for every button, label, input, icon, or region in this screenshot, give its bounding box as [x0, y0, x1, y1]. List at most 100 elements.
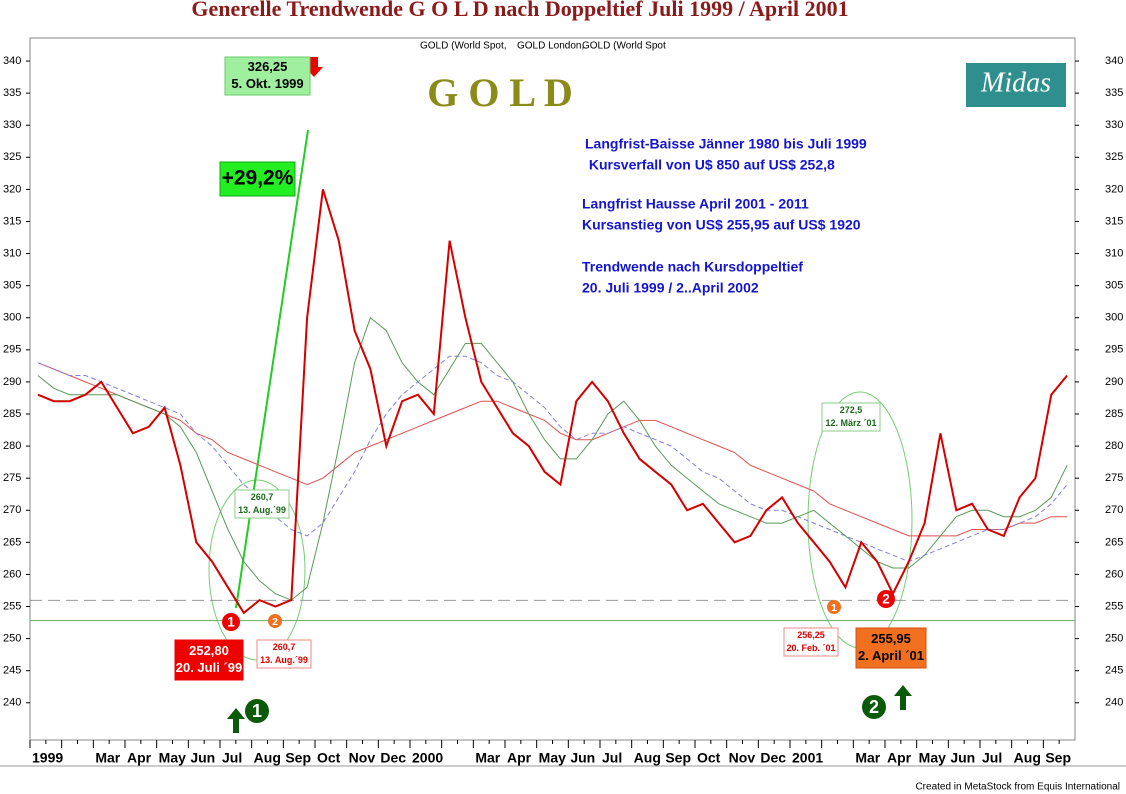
symbol: G O L D: [427, 70, 573, 115]
y-tick-label: 265: [1105, 536, 1123, 548]
x-tick-label: Apr: [507, 750, 532, 766]
annotation: 260,7: [251, 492, 274, 502]
y-tick-label: 295: [1105, 344, 1123, 356]
y-tick-label: 315: [3, 215, 21, 227]
marker-label: 2: [869, 697, 879, 717]
x-tick-label: Dec: [760, 750, 786, 766]
x-tick-label: May: [539, 750, 566, 766]
moving-average: [37, 316, 1068, 601]
y-tick-label: 245: [3, 665, 21, 677]
x-tick-label: 2001: [792, 750, 823, 766]
y-tick-label: 275: [3, 472, 21, 484]
x-tick-label: Jul: [982, 750, 1002, 766]
x-tick-label: Mar: [855, 750, 880, 766]
y-tick-label: 320: [1105, 183, 1123, 195]
marker: [245, 699, 269, 723]
y-tick-label: 340: [3, 55, 21, 67]
y-tick-label: 335: [3, 87, 21, 99]
x-tick-label: Aug: [1014, 750, 1041, 766]
annotation: 255,95: [871, 631, 911, 646]
x-tick-label: Jul: [602, 750, 622, 766]
x-tick-label: Mar: [95, 750, 120, 766]
annotation-box: [821, 402, 881, 432]
marker-label: 1: [831, 602, 837, 614]
annotation: Kursanstieg von US$ 255,95 auf US$ 1920: [582, 217, 861, 233]
x-tick-label: Mar: [475, 750, 500, 766]
y-tick-label: 285: [1105, 408, 1123, 420]
chart-title: Generelle Trendwende G O L D nach Doppel…: [191, 0, 848, 21]
x-tick-label: Nov: [349, 750, 376, 766]
annotation-box: [174, 639, 244, 681]
x-tick-label: Jun: [570, 750, 595, 766]
y-tick-label: 255: [1105, 600, 1123, 612]
annotation: 272,5: [840, 405, 863, 415]
annotation-box: [224, 56, 311, 96]
marker: [268, 614, 282, 628]
moving-average: [37, 355, 1068, 563]
y-tick-label: 330: [3, 119, 21, 131]
annotation-box: [256, 639, 312, 669]
x-tick-label: Sep: [285, 750, 311, 766]
x-tick-label: Apr: [887, 750, 912, 766]
annotation: 12. März ´01: [825, 418, 876, 428]
x-tick-label: May: [919, 750, 946, 766]
y-tick-label: 335: [1105, 87, 1123, 99]
x-tick-label: Aug: [634, 750, 661, 766]
y-tick-label: 280: [1105, 440, 1123, 452]
annotation: 252,80: [189, 643, 229, 658]
y-tick-label: 305: [1105, 280, 1123, 292]
y-tick-label: 290: [3, 376, 21, 388]
x-tick-label: Apr: [127, 750, 152, 766]
y-tick-label: 250: [1105, 633, 1123, 645]
y-tick-label: 305: [3, 280, 21, 292]
annotation: 13. Aug.´99: [260, 655, 308, 665]
y-tick-label: 240: [1105, 697, 1123, 709]
marker: [877, 590, 895, 608]
x-tick-label: Sep: [1045, 750, 1071, 766]
marker: [862, 695, 886, 719]
x-tick-label: Dec: [380, 750, 406, 766]
x-tick-label: May: [159, 750, 186, 766]
y-tick-label: 295: [3, 344, 21, 356]
y-tick-label: 285: [3, 408, 21, 420]
y-tick-label: 245: [1105, 665, 1123, 677]
annotation: 326,25: [248, 59, 288, 74]
annotation-box: [219, 161, 296, 197]
y-tick-label: 255: [3, 600, 21, 612]
moving-average: [37, 362, 1068, 537]
annotation: 256,25: [797, 630, 825, 640]
x-tick-label: Sep: [665, 750, 691, 766]
x-tick-label: Jun: [950, 750, 975, 766]
arrow-up: [227, 708, 245, 733]
arrow-up: [894, 685, 912, 710]
y-tick-label: 315: [1105, 215, 1123, 227]
y-tick-label: 250: [3, 633, 21, 645]
x-tick-label: Nov: [729, 750, 756, 766]
y-tick-label: 320: [3, 183, 21, 195]
y-tick-label: 260: [3, 568, 21, 580]
legend-entry: GOLD (World Spot,: [420, 41, 507, 52]
footer: Created in MetaStock from Equis Internat…: [915, 782, 1120, 793]
trend-line: [235, 129, 309, 609]
annotation: Trendwende nach Kursdoppeltief: [582, 259, 803, 275]
legend-entry: GOLD London,: [517, 41, 584, 52]
y-tick-label: 310: [3, 247, 21, 259]
annotation-box: [234, 489, 290, 519]
y-tick-label: 270: [1105, 504, 1123, 516]
logo-box: [966, 63, 1066, 107]
x-tick-label: Oct: [317, 750, 341, 766]
x-tick-label: Jun: [190, 750, 215, 766]
marker-label: 1: [252, 701, 262, 721]
y-tick-label: 325: [1105, 151, 1123, 163]
y-tick-label: 300: [3, 312, 21, 324]
legend-entry: GOLD (World Spot: [582, 41, 666, 52]
annotation-box: [855, 627, 927, 669]
x-tick-label: Oct: [697, 750, 721, 766]
marker: [827, 600, 841, 614]
marker: [222, 613, 240, 631]
annotation: 20. Feb. ´01: [786, 643, 835, 653]
annotation: 20. Juli 1999 / 2..April 2002: [582, 280, 759, 296]
annotation: 260,7: [273, 642, 296, 652]
